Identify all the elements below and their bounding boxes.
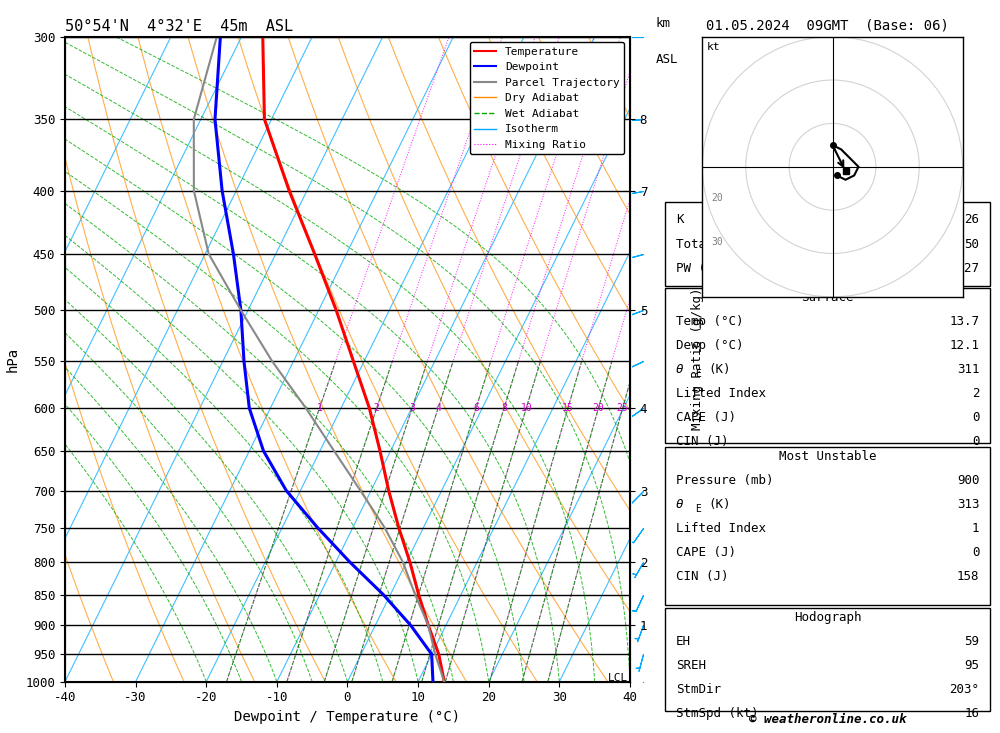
Text: Lifted Index: Lifted Index xyxy=(676,387,766,400)
Text: StmDir: StmDir xyxy=(676,683,721,696)
Text: 1: 1 xyxy=(972,522,979,535)
Text: 2: 2 xyxy=(374,403,380,413)
Text: EH: EH xyxy=(676,635,691,648)
Text: 15: 15 xyxy=(562,403,574,413)
Text: 158: 158 xyxy=(957,570,979,583)
X-axis label: Dewpoint / Temperature (°C): Dewpoint / Temperature (°C) xyxy=(234,710,461,724)
Text: 4: 4 xyxy=(435,403,441,413)
Text: K: K xyxy=(676,213,683,226)
Text: CIN (J): CIN (J) xyxy=(676,570,728,583)
Text: Mixing Ratio (g/kg): Mixing Ratio (g/kg) xyxy=(691,288,704,430)
Text: θ: θ xyxy=(676,498,683,511)
Text: 01.05.2024  09GMT  (Base: 06): 01.05.2024 09GMT (Base: 06) xyxy=(706,18,949,32)
Text: E: E xyxy=(695,369,701,379)
Bar xyxy=(665,202,990,286)
Text: 0: 0 xyxy=(972,546,979,559)
Legend: Temperature, Dewpoint, Parcel Trajectory, Dry Adiabat, Wet Adiabat, Isotherm, Mi: Temperature, Dewpoint, Parcel Trajectory… xyxy=(470,43,624,155)
Text: SREH: SREH xyxy=(676,659,706,672)
Text: CAPE (J): CAPE (J) xyxy=(676,546,736,559)
Bar xyxy=(665,608,990,711)
Text: 30: 30 xyxy=(711,237,723,247)
Text: 6: 6 xyxy=(473,403,479,413)
Text: 3: 3 xyxy=(409,403,415,413)
Text: PW (cm): PW (cm) xyxy=(676,262,728,275)
Text: 20: 20 xyxy=(711,194,723,204)
Text: 2: 2 xyxy=(972,387,979,400)
Text: 1: 1 xyxy=(317,403,322,413)
Text: 311: 311 xyxy=(957,363,979,376)
Text: 313: 313 xyxy=(957,498,979,511)
Y-axis label: hPa: hPa xyxy=(6,347,20,372)
Text: (K): (K) xyxy=(708,363,731,376)
Text: 0: 0 xyxy=(972,435,979,449)
Text: Hodograph: Hodograph xyxy=(794,611,861,625)
Text: CAPE (J): CAPE (J) xyxy=(676,411,736,424)
Text: θ: θ xyxy=(676,363,683,376)
Bar xyxy=(665,447,990,605)
Text: CIN (J): CIN (J) xyxy=(676,435,728,449)
Text: Dewp (°C): Dewp (°C) xyxy=(676,339,743,352)
Text: 16: 16 xyxy=(964,707,979,721)
Text: 59: 59 xyxy=(964,635,979,648)
Text: StmSpd (kt): StmSpd (kt) xyxy=(676,707,758,721)
Text: 203°: 203° xyxy=(949,683,979,696)
Text: 900: 900 xyxy=(957,474,979,487)
Text: 0: 0 xyxy=(972,411,979,424)
Text: 50°54'N  4°32'E  45m  ASL: 50°54'N 4°32'E 45m ASL xyxy=(65,19,293,34)
Text: LCL: LCL xyxy=(608,674,628,683)
Text: Most Unstable: Most Unstable xyxy=(779,450,876,463)
Text: 2.27: 2.27 xyxy=(949,262,979,275)
Text: © weatheronline.co.uk: © weatheronline.co.uk xyxy=(749,712,906,726)
Text: ASL: ASL xyxy=(655,53,678,66)
Text: 8: 8 xyxy=(501,403,507,413)
Text: Pressure (mb): Pressure (mb) xyxy=(676,474,773,487)
Text: 26: 26 xyxy=(964,213,979,226)
Text: 20: 20 xyxy=(593,403,604,413)
Text: km: km xyxy=(655,17,670,30)
Text: Surface: Surface xyxy=(801,291,854,304)
Bar xyxy=(665,288,990,443)
Text: (K): (K) xyxy=(708,498,731,511)
Text: 25: 25 xyxy=(617,403,629,413)
Text: 12.1: 12.1 xyxy=(949,339,979,352)
Text: Temp (°C): Temp (°C) xyxy=(676,314,743,328)
Text: Totals Totals: Totals Totals xyxy=(676,237,773,251)
Text: 13.7: 13.7 xyxy=(949,314,979,328)
Text: 10: 10 xyxy=(520,403,532,413)
Text: E: E xyxy=(695,504,701,514)
Text: kt: kt xyxy=(707,42,720,51)
Text: 50: 50 xyxy=(964,237,979,251)
Text: 95: 95 xyxy=(964,659,979,672)
Text: Lifted Index: Lifted Index xyxy=(676,522,766,535)
